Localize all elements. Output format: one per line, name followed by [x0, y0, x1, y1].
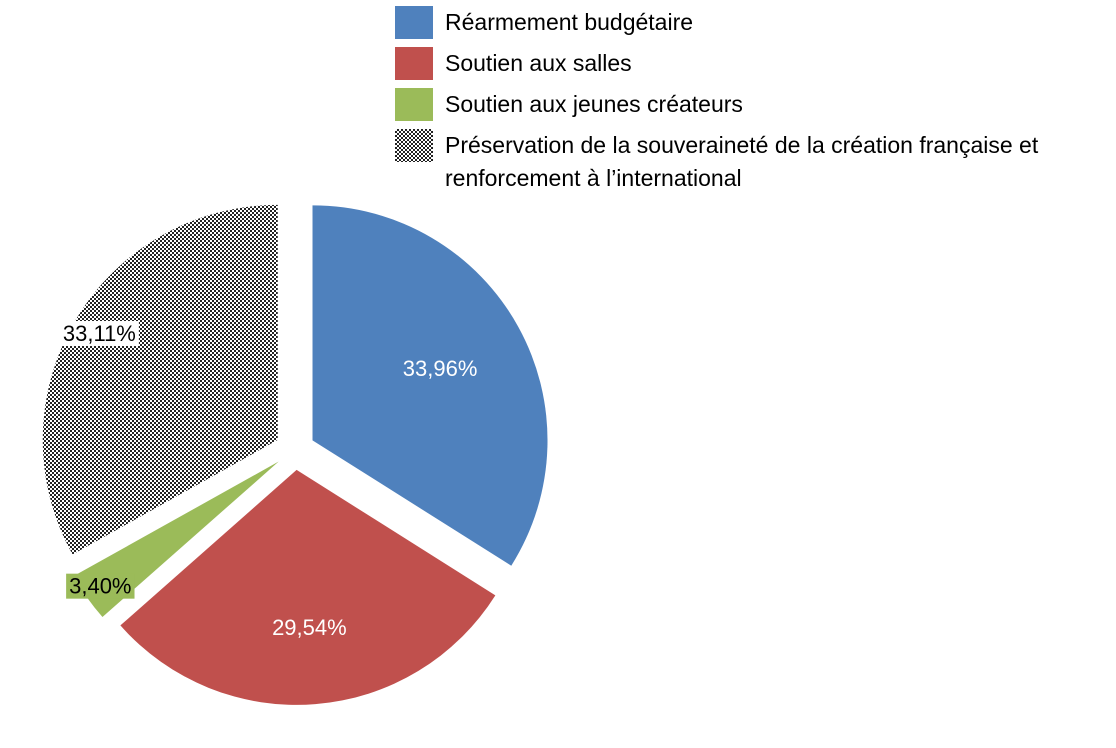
legend-swatch: [395, 129, 433, 162]
legend-swatch: [395, 47, 433, 80]
data-label: 33,96%: [403, 356, 478, 381]
legend-item: Réarmement budgétaire: [395, 6, 1110, 39]
data-label: 33,11%: [63, 321, 136, 346]
legend-label: Soutien aux jeunes créateurs: [445, 91, 743, 117]
legend: Réarmement budgétaire Soutien aux salles S…: [395, 6, 1110, 203]
legend-item: Soutien aux salles: [395, 47, 1110, 80]
legend-item: Préservation de la souveraineté de la cr…: [395, 129, 1110, 195]
pie-slice: [42, 204, 278, 555]
legend-item: Soutien aux jeunes créateurs: [395, 88, 1110, 121]
legend-swatch: [395, 88, 433, 121]
pie-slice: [120, 469, 496, 705]
legend-label: Soutien aux salles: [445, 50, 632, 76]
data-label-bg: [66, 573, 135, 599]
legend-label: Préservation de la souveraineté de la cr…: [445, 132, 1039, 191]
data-label: 29,54%: [272, 615, 347, 640]
legend-swatch: [395, 6, 433, 39]
legend-label: Réarmement budgétaire: [445, 9, 694, 35]
data-label: 3,40%: [69, 574, 131, 599]
pie-slice: [312, 205, 548, 566]
data-label-bg: [59, 321, 139, 347]
